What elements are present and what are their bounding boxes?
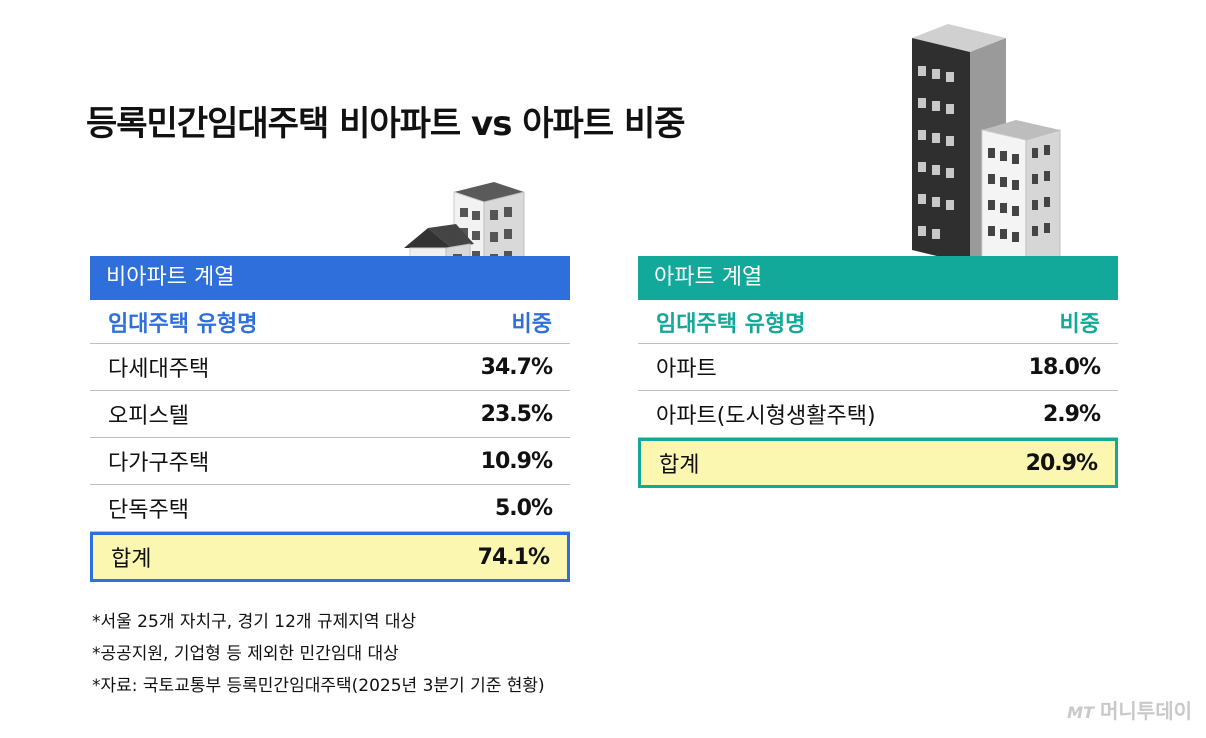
apartment-table: 아파트 계열 임대주택 유형명 비중 아파트 18.0% 아파트(도시형생활주택…: [638, 256, 1118, 488]
row-label: 아파트: [656, 357, 717, 382]
table-row: 오피스텔 23.5%: [90, 391, 570, 438]
row-label: 오피스텔: [108, 404, 189, 429]
watermark-mark: MT: [1067, 703, 1094, 722]
total-row: 합계 74.1%: [90, 532, 570, 582]
total-label: 합계: [111, 547, 152, 572]
row-label: 다세대주택: [108, 357, 210, 382]
table-row: 다세대주택 34.7%: [90, 344, 570, 391]
row-value: 2.9%: [1042, 401, 1101, 427]
total-value: 20.9%: [1025, 450, 1098, 476]
footnote: *서울 25개 자치구, 경기 12개 규제지역 대상: [92, 612, 417, 632]
watermark-text: 머니투데이: [1100, 699, 1192, 723]
table-header: 아파트 계열: [638, 256, 1118, 300]
column-header-type: 임대주택 유형명: [656, 311, 806, 337]
row-value: 23.5%: [480, 401, 553, 427]
total-row: 합계 20.9%: [638, 438, 1118, 488]
table-row: 아파트 18.0%: [638, 344, 1118, 391]
row-value: 18.0%: [1028, 354, 1101, 380]
total-label: 합계: [659, 453, 700, 478]
house-and-building-icon: [404, 182, 528, 288]
footnotes: *서울 25개 자치구, 경기 12개 규제지역 대상 *공공지원, 기업형 등…: [92, 606, 545, 702]
skyscrapers-icon: [910, 24, 1078, 280]
table-row: 아파트(도시형생활주택) 2.9%: [638, 391, 1118, 438]
table-row: 다가구주택 10.9%: [90, 438, 570, 485]
column-header-row: 임대주택 유형명 비중: [90, 300, 570, 344]
row-label: 다가구주택: [108, 451, 210, 476]
row-value: 5.0%: [494, 495, 553, 521]
row-label: 단독주택: [108, 498, 189, 523]
footnote: *자료: 국토교통부 등록민간임대주택(2025년 3분기 기준 현황): [92, 676, 545, 696]
total-value: 74.1%: [477, 544, 550, 570]
footnote: *공공지원, 기업형 등 제외한 민간임대 대상: [92, 644, 399, 664]
row-label: 아파트(도시형생활주택): [656, 404, 876, 429]
table-header: 비아파트 계열: [90, 256, 570, 300]
row-value: 10.9%: [480, 448, 553, 474]
table-row: 단독주택 5.0%: [90, 485, 570, 532]
column-header-type: 임대주택 유형명: [108, 311, 258, 337]
column-header-row: 임대주택 유형명 비중: [638, 300, 1118, 344]
non-apartment-table: 비아파트 계열 임대주택 유형명 비중 다세대주택 34.7% 오피스텔 23.…: [90, 256, 570, 582]
column-header-share: 비중: [1059, 311, 1100, 337]
row-value: 34.7%: [480, 354, 553, 380]
page-title: 등록민간임대주택 비아파트 vs 아파트 비중: [86, 104, 686, 144]
publisher-watermark: MT 머니투데이: [1067, 695, 1192, 724]
column-header-share: 비중: [511, 311, 552, 337]
